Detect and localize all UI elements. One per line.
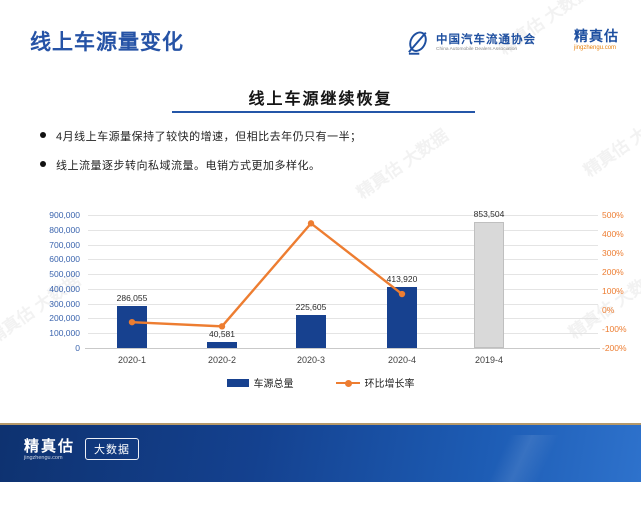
gridline [88, 318, 598, 320]
brand-name: 精真估 [574, 28, 619, 44]
footer-streak [261, 435, 641, 505]
gridline [88, 288, 598, 290]
bar-swatch-icon [226, 378, 249, 387]
title-underline [172, 111, 475, 113]
section-title: 线上车源继续恢复 [248, 91, 393, 108]
left-axis-tick: 900,000 [49, 210, 80, 220]
footer-band: 精真估 jingzhengu.com 大数据 [0, 423, 641, 505]
footer-badge: 大数据 [85, 438, 140, 460]
gridline [88, 333, 598, 335]
bar-value-label: 413,920 [386, 273, 418, 284]
gridline [88, 259, 598, 261]
legend-label: 环比增长率 [364, 379, 415, 390]
left-axis-tick: 300,000 [49, 298, 80, 309]
right-axis-tick: 200% [602, 267, 624, 277]
gridline [88, 215, 598, 216]
association-logo: 中国汽车流通协会 China Automobile Dealers Associ… [405, 30, 536, 56]
right-axis-tick: 400% [602, 229, 624, 239]
chart-legend: 车源总量 环比增长率 [0, 375, 641, 390]
gridline [88, 274, 598, 276]
brand-domain: jingzhengu.com [574, 45, 617, 52]
legend-label: 车源总量 [253, 379, 294, 390]
chart-bar [296, 314, 326, 348]
chart-bar [474, 221, 504, 348]
association-name: 中国汽车流通协会 [436, 33, 536, 46]
left-axis-tick: 100,000 [49, 328, 80, 339]
association-swoosh-icon [408, 31, 427, 55]
bar-value-label: 40,581 [209, 329, 235, 339]
right-axis-tick: 300% [602, 248, 624, 258]
left-axis-tick: 200,000 [49, 313, 80, 324]
bar-value-label: 286,055 [116, 292, 148, 303]
x-axis-line [85, 348, 600, 349]
left-axis-tick: 0 [75, 343, 80, 353]
category-label: 2020-1 [117, 355, 147, 365]
line-swatch-icon [335, 378, 360, 388]
bullet-list: 4月线上车源量保持了较快的增速，但相比去年仍只有一半； 线上流量逐步转向私域流量… [40, 128, 600, 186]
footer-brand-domain: jingzhengu.com [24, 454, 63, 461]
bar-value-label: 225,605 [295, 301, 327, 312]
bullet-item: 4月线上车源量保持了较快的增速，但相比去年仍只有一半； [40, 128, 600, 144]
left-axis-tick: 600,000 [49, 254, 80, 265]
chart-bar [117, 305, 147, 348]
left-axis-tick: 400,000 [49, 283, 80, 294]
gridline [88, 244, 598, 246]
category-label: 2020-2 [207, 355, 237, 365]
bullet-text: 线上流量逐步转向私域流量。电销方式更加多样化。 [56, 160, 321, 172]
chart-bar [207, 342, 237, 348]
left-axis-tick: 700,000 [49, 239, 80, 250]
right-axis-tick: 500% [602, 210, 624, 220]
bullet-item: 线上流量逐步转向私域流量。电销方式更加多样化。 [40, 157, 600, 173]
right-axis-tick: 100% [602, 286, 624, 296]
footer-brand: 精真估 jingzhengu.com 大数据 [24, 437, 140, 461]
combo-chart: 车源总量 环比增长率 900,000 800,000 700,000 600,000 5… [0, 205, 641, 405]
bullet-dot-icon [40, 161, 46, 167]
brand-logo: 精真估 jingzhengu.com [574, 28, 619, 52]
bar-value-label: 853,504 [473, 208, 505, 219]
bullet-text: 4月线上车源量保持了较快的增速，但相比去年仍只有一半； [56, 131, 362, 143]
right-axis-tick: -100% [602, 324, 627, 334]
category-label: 2020-4 [387, 355, 417, 365]
right-axis-tick: 0% [602, 305, 615, 315]
bullet-dot-icon [40, 132, 46, 138]
association-subtitle: China Automobile Dealers Association [436, 47, 518, 53]
legend-item-bar: 车源总量 [226, 375, 294, 390]
growth-line [128, 220, 406, 330]
category-label: 2020-3 [296, 355, 326, 365]
gridline [88, 303, 598, 305]
footer-brand-name: 精真估 [24, 437, 76, 455]
page-title: 线上车源量变化 [30, 31, 184, 54]
gridline [88, 229, 598, 231]
category-label: 2019-4 [474, 355, 504, 365]
right-axis-tick: -200% [602, 343, 627, 353]
left-axis-tick: 500,000 [49, 269, 80, 280]
legend-item-line: 环比增长率 [335, 375, 415, 390]
left-axis-tick: 800,000 [49, 224, 80, 235]
